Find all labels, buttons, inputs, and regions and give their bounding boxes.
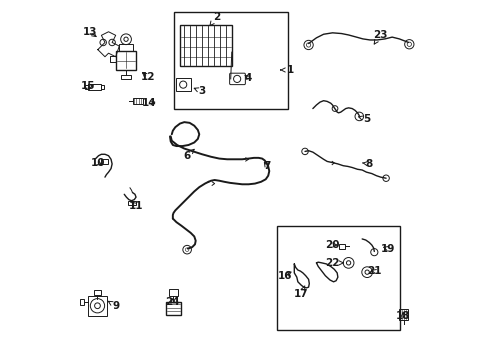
Text: 4: 4 — [245, 73, 252, 83]
Text: 8: 8 — [363, 159, 373, 169]
Text: 12: 12 — [141, 72, 155, 82]
Text: 6: 6 — [184, 149, 194, 161]
Text: 15: 15 — [81, 81, 96, 91]
Bar — [277, 226, 400, 330]
Text: 5: 5 — [359, 114, 370, 124]
Text: 17: 17 — [294, 286, 309, 298]
Text: 18: 18 — [395, 311, 410, 321]
Text: 14: 14 — [142, 98, 157, 108]
Text: 7: 7 — [264, 161, 271, 171]
Text: 13: 13 — [82, 27, 97, 37]
Text: 24: 24 — [166, 297, 180, 307]
Text: 19: 19 — [381, 244, 395, 253]
Text: 2: 2 — [210, 13, 220, 26]
Bar — [173, 12, 288, 109]
Text: 21: 21 — [367, 266, 382, 276]
Text: 16: 16 — [278, 271, 292, 281]
Text: 10: 10 — [91, 158, 105, 168]
Text: 1: 1 — [281, 65, 294, 75]
Text: 23: 23 — [373, 30, 387, 44]
Text: 22: 22 — [325, 258, 343, 268]
Text: 3: 3 — [194, 86, 206, 96]
Text: 9: 9 — [108, 301, 119, 311]
Text: 11: 11 — [129, 201, 143, 211]
Text: 20: 20 — [325, 240, 340, 250]
